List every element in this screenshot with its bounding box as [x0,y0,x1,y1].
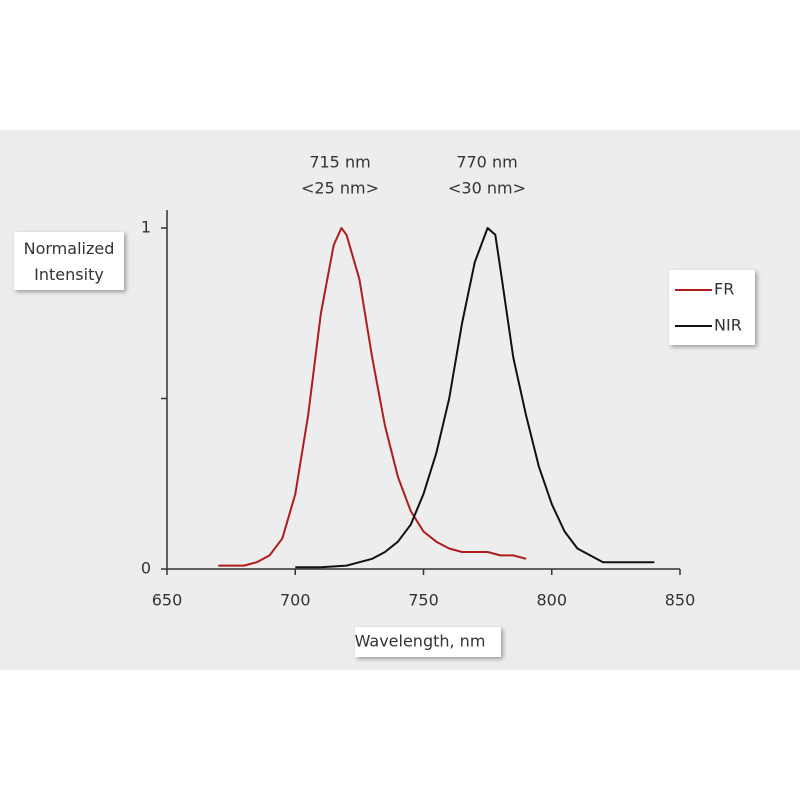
peak-annotation: <30 nm> [448,179,526,198]
x-tick-label: 650 [152,591,183,610]
panel [0,130,800,670]
y-label-box [14,232,124,290]
peak-annotation: 770 nm [456,153,517,172]
x-tick-label: 700 [280,591,311,610]
legend-label: NIR [714,316,742,335]
x-axis-label: Wavelength, nm [355,632,486,651]
x-tick-label: 750 [408,591,439,610]
legend-label: FR [714,280,734,299]
x-label-box [355,627,501,657]
spectrum-line [295,227,655,569]
spectrum-line [218,227,527,567]
y-tick-label: 1 [141,218,151,237]
y-tick-label: 0 [141,559,151,578]
legend-box [669,270,755,345]
x-tick-label: 800 [536,591,567,610]
x-tick-label: 850 [665,591,696,610]
peak-annotation: <25 nm> [301,179,379,198]
peak-annotation: 715 nm [309,153,370,172]
y-axis-label: Normalized Intensity [24,239,115,284]
